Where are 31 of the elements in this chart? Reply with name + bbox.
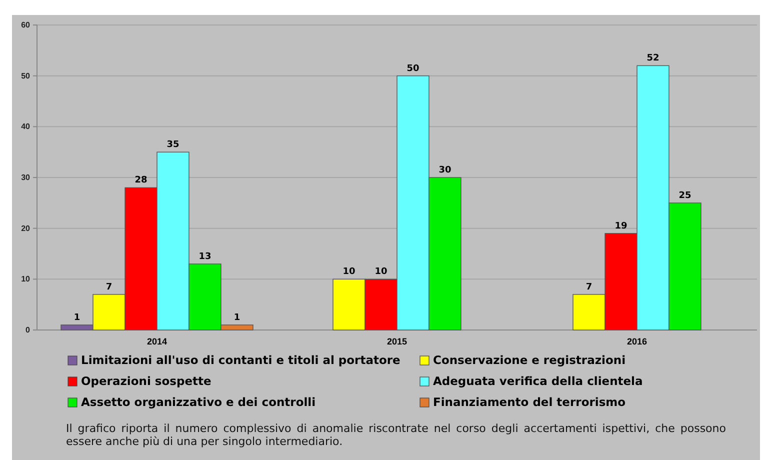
- data-label: 30: [438, 166, 452, 176]
- data-label: 28: [134, 176, 148, 186]
- data-label: 19: [614, 221, 628, 232]
- data-label: 13: [198, 252, 212, 262]
- legend-label: Finanziamento del terrorismo: [433, 395, 626, 409]
- legend-label: Conservazione e registrazioni: [433, 353, 626, 367]
- x-tick-label: 2015: [386, 336, 408, 346]
- data-label: 52: [646, 54, 660, 64]
- legend-label: Operazioni sospette: [81, 374, 212, 388]
- x-tick-label: 2014: [146, 336, 168, 346]
- data-label: 1: [74, 312, 80, 323]
- y-tick-label: 50: [21, 71, 31, 80]
- y-tick-label: 30: [21, 173, 31, 182]
- data-label: 7: [586, 282, 592, 292]
- legend-label: Assetto organizzativo e dei controlli: [81, 395, 316, 409]
- data-label: 25: [678, 190, 692, 201]
- data-label: 35: [166, 140, 180, 150]
- data-label: 10: [342, 267, 356, 278]
- data-label: 10: [374, 267, 388, 278]
- y-tick-label: 0: [26, 326, 31, 335]
- y-tick-label: 10: [21, 274, 31, 284]
- data-label: 7: [106, 282, 112, 292]
- x-tick-label: 2016: [626, 336, 648, 346]
- data-label: 1: [234, 312, 240, 323]
- y-tick-label: 40: [21, 122, 31, 132]
- text: Il grafico riporta il numero complessivo di anomalie riscontrate nel corso degli accertamenti ispettivi, che possono essere anche più di una per singolo intermediario.: [66, 422, 726, 448]
- y-tick-label: 20: [21, 224, 31, 233]
- legend-label: Adeguata verifica della clientela: [433, 374, 643, 388]
- y-tick-label: 60: [21, 20, 31, 30]
- legend-label: Limitazioni all'uso di contanti e titoli al portatore: [81, 353, 401, 367]
- data-label: 50: [406, 64, 420, 74]
